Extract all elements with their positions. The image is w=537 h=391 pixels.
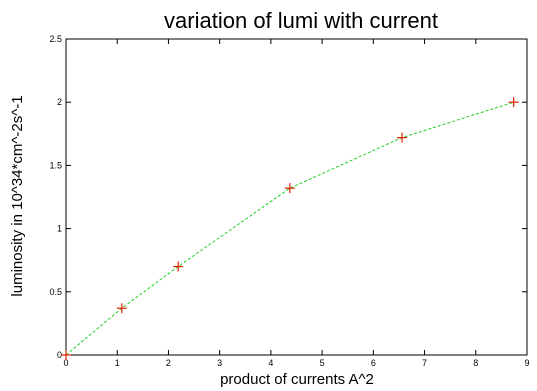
y-tick-label: 1	[57, 224, 62, 234]
x-tick-label: 9	[524, 358, 529, 368]
x-tick-label: 3	[217, 358, 222, 368]
plot-frame	[65, 38, 528, 356]
series-layer	[61, 97, 519, 360]
series-line	[65, 101, 514, 356]
x-tick-label: 5	[320, 358, 325, 368]
data-point	[173, 261, 184, 272]
x-tick-label: 8	[473, 358, 478, 368]
y-axis-label: luminosity in 10^34*cm^-2s^-1	[9, 95, 26, 296]
plot-border	[65, 38, 528, 356]
y-tick-label: 0	[57, 350, 62, 360]
y-tick-label: 2.5	[49, 34, 62, 44]
x-tick-label: 0	[63, 358, 68, 368]
y-tick-label: 0.5	[49, 287, 62, 297]
data-point	[397, 132, 408, 143]
x-axis-label: product of currents A^2	[220, 371, 374, 388]
data-point	[116, 303, 127, 314]
y-tick-label: 2	[57, 97, 62, 107]
x-tick-label: 4	[268, 358, 273, 368]
x-tick-label: 7	[422, 358, 427, 368]
chart-title: variation of lumi with current	[164, 8, 438, 33]
data-point	[508, 97, 519, 108]
y-tick-label: 1.5	[49, 160, 62, 170]
x-tick-label: 6	[371, 358, 376, 368]
data-point	[61, 350, 71, 360]
y-axis-ticks: 0 0.5 1 1.5 2 2.5	[49, 34, 527, 360]
data-point	[284, 183, 295, 194]
x-axis-ticks: 0 1 2 3 4 5 6 7 8 9	[63, 39, 530, 368]
x-tick-label: 1	[115, 358, 120, 368]
x-tick-label: 2	[166, 358, 171, 368]
